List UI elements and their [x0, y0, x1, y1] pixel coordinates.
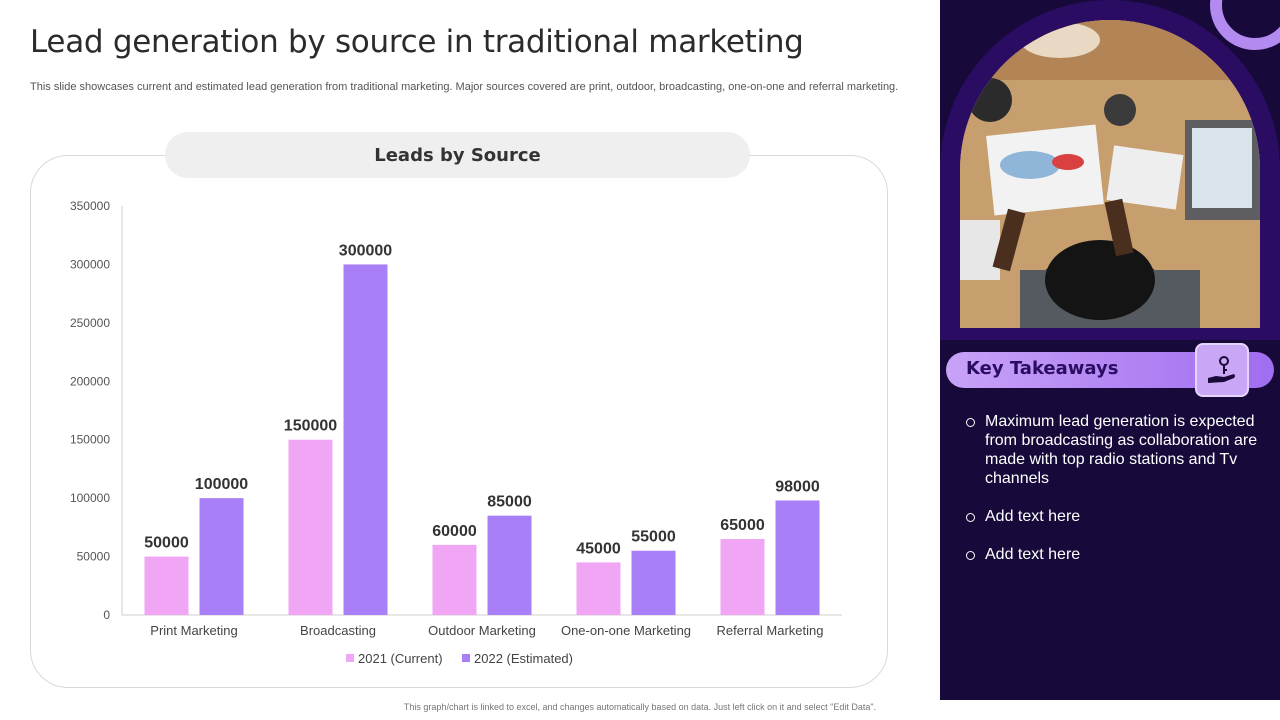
data-label: 100000 [195, 476, 248, 493]
takeaway-text: Maximum lead generation is expected from… [985, 413, 1258, 487]
y-tick-label: 300000 [70, 257, 110, 271]
takeaways-list: Maximum lead generation is expected from… [966, 412, 1266, 583]
bar [199, 498, 244, 615]
footer-note: This graph/chart is linked to excel, and… [403, 702, 877, 712]
chart-header: Leads by Source [165, 132, 750, 178]
y-tick-label: 0 [103, 608, 110, 622]
takeaway-item: Add text here [966, 507, 1266, 526]
data-label: 150000 [284, 418, 337, 435]
takeaway-item: Maximum lead generation is expected from… [966, 412, 1266, 488]
y-tick-label: 50000 [77, 550, 111, 564]
bullet-circle-icon [966, 418, 975, 427]
data-label: 98000 [775, 478, 820, 495]
page-title: Lead generation by source in traditional… [30, 24, 804, 60]
hand-key-icon [1195, 343, 1249, 397]
y-tick-label: 350000 [70, 199, 110, 213]
y-tick-label: 250000 [70, 316, 110, 330]
data-label: 55000 [631, 529, 676, 546]
bar [487, 515, 532, 615]
x-tick-label: Outdoor Marketing [428, 623, 536, 638]
x-tick-label: Referral Marketing [717, 623, 824, 638]
takeaway-text: Add text here [985, 546, 1081, 563]
legend-swatch [462, 654, 470, 662]
data-label: 45000 [576, 540, 621, 557]
legend-label: 2022 (Estimated) [474, 651, 573, 666]
data-label: 60000 [432, 523, 477, 540]
y-tick-label: 200000 [70, 374, 110, 388]
legend-swatch [346, 654, 354, 662]
data-label: 50000 [144, 535, 189, 552]
legend-label: 2021 (Current) [358, 651, 443, 666]
takeaway-item: Add text here [966, 545, 1266, 564]
bar [631, 550, 676, 615]
x-tick-label: Print Marketing [150, 623, 237, 638]
bar [720, 539, 765, 615]
x-tick-label: Broadcasting [300, 623, 376, 638]
bar [775, 500, 820, 615]
meeting-photo [960, 20, 1260, 328]
bar [576, 562, 621, 615]
bullet-circle-icon [966, 551, 975, 560]
leads-by-source-chart[interactable]: 0 50000 100000 150000 200000 250000 300000 3500… [30, 180, 886, 680]
takeaway-text: Add text here [985, 508, 1081, 525]
bar [343, 264, 388, 615]
y-tick-label: 150000 [70, 433, 110, 447]
bullet-circle-icon [966, 513, 975, 522]
data-label: 300000 [339, 242, 392, 259]
x-tick-label: One-on-one Marketing [561, 623, 691, 638]
data-label: 85000 [487, 494, 532, 511]
page-subtitle: This slide showcases current and estimat… [30, 81, 899, 93]
key-takeaways-label: Key Takeaways [966, 358, 1119, 379]
y-tick-label: 100000 [70, 491, 110, 505]
bar [432, 544, 477, 615]
bar [288, 439, 333, 615]
bar [144, 556, 189, 615]
data-label: 65000 [720, 517, 765, 534]
